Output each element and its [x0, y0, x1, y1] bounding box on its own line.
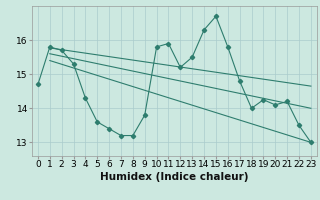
X-axis label: Humidex (Indice chaleur): Humidex (Indice chaleur)	[100, 172, 249, 182]
